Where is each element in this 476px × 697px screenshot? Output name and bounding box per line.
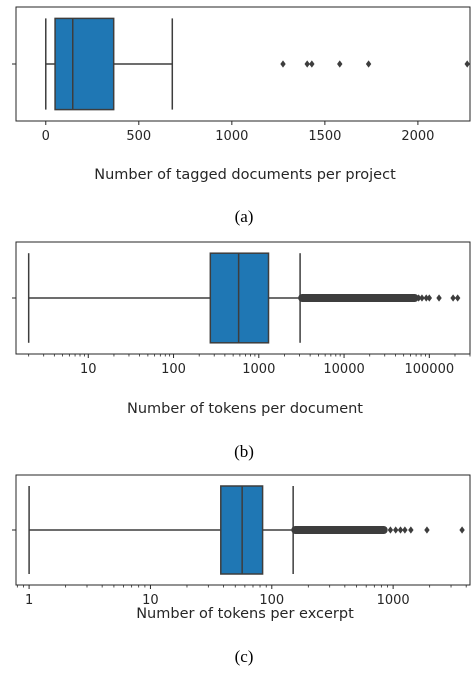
x-tick-label: 1000 [215, 129, 248, 144]
outlier-point [387, 526, 394, 534]
outlier-point [402, 526, 408, 534]
iqr-box [54, 17, 115, 111]
panel-caption: (b) [234, 442, 254, 461]
x-tick-label: 100000 [404, 362, 454, 377]
x-tick-label: 1500 [308, 129, 341, 144]
x-tick-label: 10 [142, 593, 159, 608]
x-axis-label: Number of tokens per document [127, 401, 363, 417]
x-tick-label: 1000 [377, 593, 410, 608]
boxplot-panel: 10 100 1000 10000 100000 Number of tokens per… [12, 241, 471, 461]
outlier-point [419, 294, 425, 302]
outlier-point [450, 294, 456, 302]
outlier-point [415, 294, 422, 302]
panel-caption: (a) [235, 207, 254, 226]
x-axis-label: Number of tokens per excerpt [136, 606, 354, 622]
outlier-band [291, 526, 388, 534]
outlier-point [397, 526, 404, 534]
outlier-point [459, 526, 465, 534]
x-tick-label: 10000 [323, 362, 364, 377]
panel-caption: (c) [235, 647, 254, 666]
boxplot-panel: 0 500 1000 1500 2000 Number of tagged documen… [12, 6, 471, 226]
x-tick-label: 500 [126, 129, 151, 144]
outlier-point [393, 526, 399, 534]
outlier-point [408, 526, 414, 534]
x-tick-label: 1000 [242, 362, 275, 377]
iqr-box [209, 252, 270, 344]
boxplot-panel: 1 10 100 1000 Number of tokens per excerpt (c… [12, 474, 471, 666]
outlier-point [337, 60, 343, 68]
outlier-point [280, 60, 286, 68]
outlier-band [298, 294, 419, 302]
outlier-point [424, 526, 430, 534]
outlier-point [464, 60, 470, 68]
x-tick-label: 2000 [401, 129, 434, 144]
outlier-point [436, 294, 442, 302]
x-tick-label: 0 [42, 129, 50, 144]
x-tick-label: 10 [80, 362, 97, 377]
outlier-point [426, 294, 433, 302]
outlier-point [454, 294, 461, 302]
x-axis-label: Number of tagged documents per project [94, 167, 396, 183]
x-tick-label: 100 [259, 593, 284, 608]
outlier-point [423, 294, 429, 302]
outlier-point [365, 60, 372, 68]
x-tick-label: 100 [161, 362, 186, 377]
x-tick-label: 1 [25, 593, 33, 608]
outlier-point [304, 60, 310, 68]
outlier-point [309, 60, 315, 68]
